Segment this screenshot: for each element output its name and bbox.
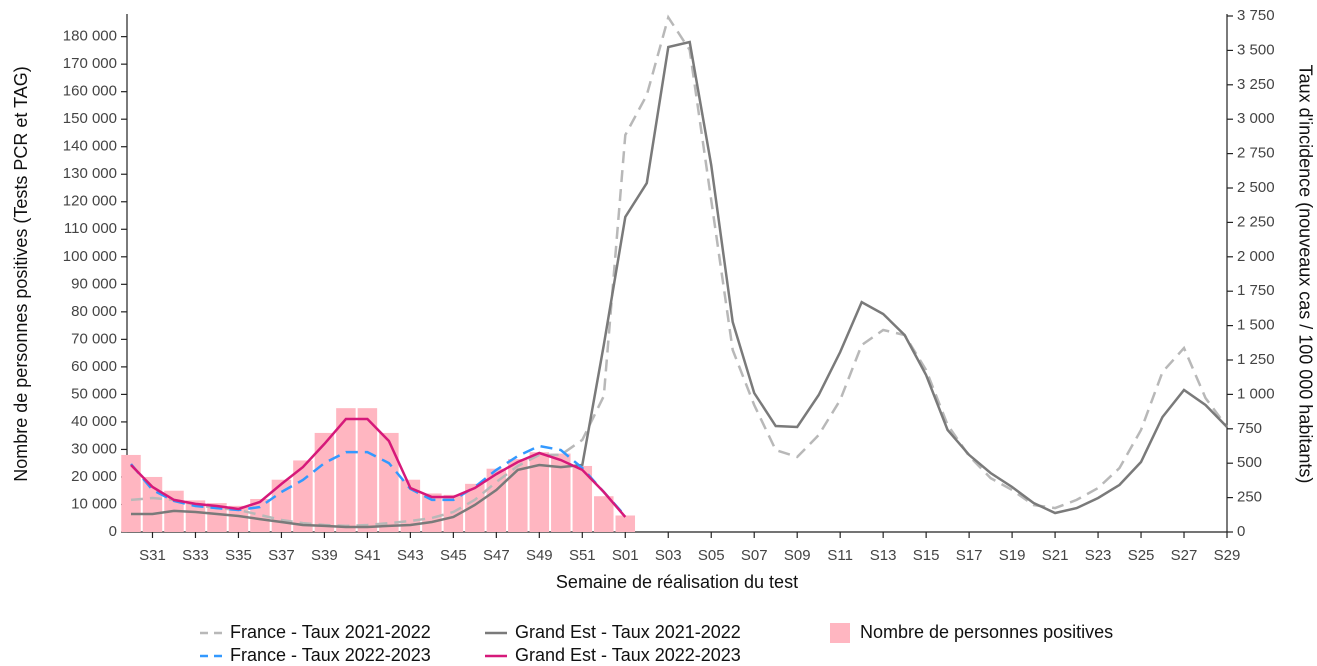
- x-tick-label: S17: [956, 547, 983, 564]
- y2-tick-label: 3 500: [1237, 41, 1275, 58]
- y-tick-label: 110 000: [64, 220, 117, 237]
- bar: [228, 505, 249, 532]
- y-tick-label: 30 000: [71, 440, 117, 457]
- x-tick-label: S19: [999, 547, 1026, 564]
- line: [130, 417, 627, 518]
- x-tick-label: S27: [1171, 547, 1198, 564]
- y2-tick-label: 3 750: [1237, 7, 1275, 24]
- x-tick-label: S49: [526, 547, 553, 564]
- bar: [314, 432, 335, 532]
- x-tick-label: S07: [741, 547, 768, 564]
- x-tick-label: S35: [225, 547, 252, 564]
- x-tick-label: S21: [1042, 547, 1069, 564]
- x-tick-label: S03: [655, 547, 682, 564]
- bar: [357, 408, 378, 532]
- bar: [443, 494, 464, 532]
- bar: [185, 500, 206, 532]
- legend-swatch: [830, 623, 850, 643]
- y-tick-label: 120 000: [63, 193, 117, 210]
- y2-tick-label: 750: [1237, 420, 1262, 437]
- x-tick-label: S23: [1085, 547, 1112, 564]
- bar: [271, 479, 292, 532]
- x-tick-label: S47: [483, 547, 510, 564]
- y2-axis-title: Taux d'incidence (nouveaux cas / 100 000…: [1295, 65, 1315, 484]
- legend-label: France - Taux 2021-2022: [230, 622, 431, 642]
- y2-tick-label: 3 000: [1237, 110, 1275, 127]
- y-tick-label: 20 000: [71, 468, 117, 485]
- y-tick-label: 0: [109, 523, 117, 540]
- y-tick-label: 170 000: [63, 55, 117, 72]
- line: [130, 444, 627, 517]
- x-tick-label: S45: [440, 547, 467, 564]
- y-tick-label: 50 000: [71, 385, 117, 402]
- bar: [379, 432, 399, 532]
- x-axis-title: Semaine de réalisation du test: [556, 572, 798, 592]
- y2-tick-label: 2 000: [1237, 248, 1275, 265]
- bar: [207, 503, 227, 532]
- x-tick-label: S41: [354, 547, 381, 564]
- y2-tick-label: 2 250: [1237, 213, 1275, 230]
- x-tick-label: S13: [870, 547, 897, 564]
- line: [131, 40, 1228, 529]
- x-tick-label: S11: [827, 547, 853, 564]
- x-tick-label: S29: [1214, 547, 1241, 564]
- x-tick-label: S33: [182, 547, 209, 564]
- y2-tick-label: 500: [1237, 454, 1262, 471]
- x-tick-label: S01: [612, 547, 639, 564]
- y2-tick-label: 1 250: [1237, 351, 1275, 368]
- x-tick-label: S37: [268, 547, 295, 564]
- legend-label: Nombre de personnes positives: [860, 622, 1113, 642]
- bar: [121, 454, 141, 532]
- x-tick-label: S15: [913, 547, 940, 564]
- y-tick-label: 40 000: [71, 413, 117, 430]
- y-tick-label: 180 000: [63, 28, 117, 45]
- y-tick-label: 10 000: [71, 495, 117, 512]
- bar: [508, 459, 528, 532]
- bar: [529, 452, 550, 532]
- y-axis-title: Nombre de personnes positives (Tests PCR…: [11, 66, 31, 482]
- y2-tick-label: 250: [1237, 489, 1262, 506]
- y-tick-label: 130 000: [63, 165, 117, 182]
- y-tick-label: 70 000: [71, 330, 117, 347]
- bar: [615, 515, 636, 532]
- y2-tick-label: 2 500: [1237, 179, 1275, 196]
- y2-tick-label: 0: [1237, 523, 1245, 540]
- bar: [293, 460, 313, 532]
- y2-tick-label: 1 000: [1237, 385, 1275, 402]
- bar: [336, 408, 356, 532]
- y2-tick-label: 2 750: [1237, 145, 1275, 162]
- legend-label: Grand Est - Taux 2021-2022: [515, 622, 741, 642]
- bar: [400, 479, 421, 532]
- x-tick-label: S25: [1128, 547, 1155, 564]
- y2-tick-label: 1 500: [1237, 317, 1275, 334]
- y-tick-label: 90 000: [71, 275, 117, 292]
- x-tick-label: S05: [698, 547, 725, 564]
- y2-tick-label: 3 250: [1237, 76, 1275, 93]
- x-tick-label: S31: [139, 547, 166, 564]
- bar: [551, 453, 571, 532]
- y-tick-label: 140 000: [63, 138, 117, 155]
- line: [130, 14, 1229, 528]
- bar: [465, 483, 485, 532]
- legend-label: Grand Est - Taux 2022-2023: [515, 645, 741, 665]
- y-tick-label: 160 000: [63, 83, 117, 100]
- x-tick-label: S51: [569, 547, 596, 564]
- x-tick-label: S09: [784, 547, 811, 564]
- x-tick-label: S39: [311, 547, 338, 564]
- y-tick-label: 100 000: [63, 248, 117, 265]
- y-tick-label: 60 000: [71, 358, 117, 375]
- y-tick-label: 150 000: [63, 110, 117, 127]
- x-tick-label: S43: [397, 547, 424, 564]
- y2-tick-label: 1 750: [1237, 282, 1275, 299]
- y-tick-label: 80 000: [71, 303, 117, 320]
- bar: [594, 496, 614, 532]
- bar: [572, 465, 593, 532]
- legend-label: France - Taux 2022-2023: [230, 645, 431, 665]
